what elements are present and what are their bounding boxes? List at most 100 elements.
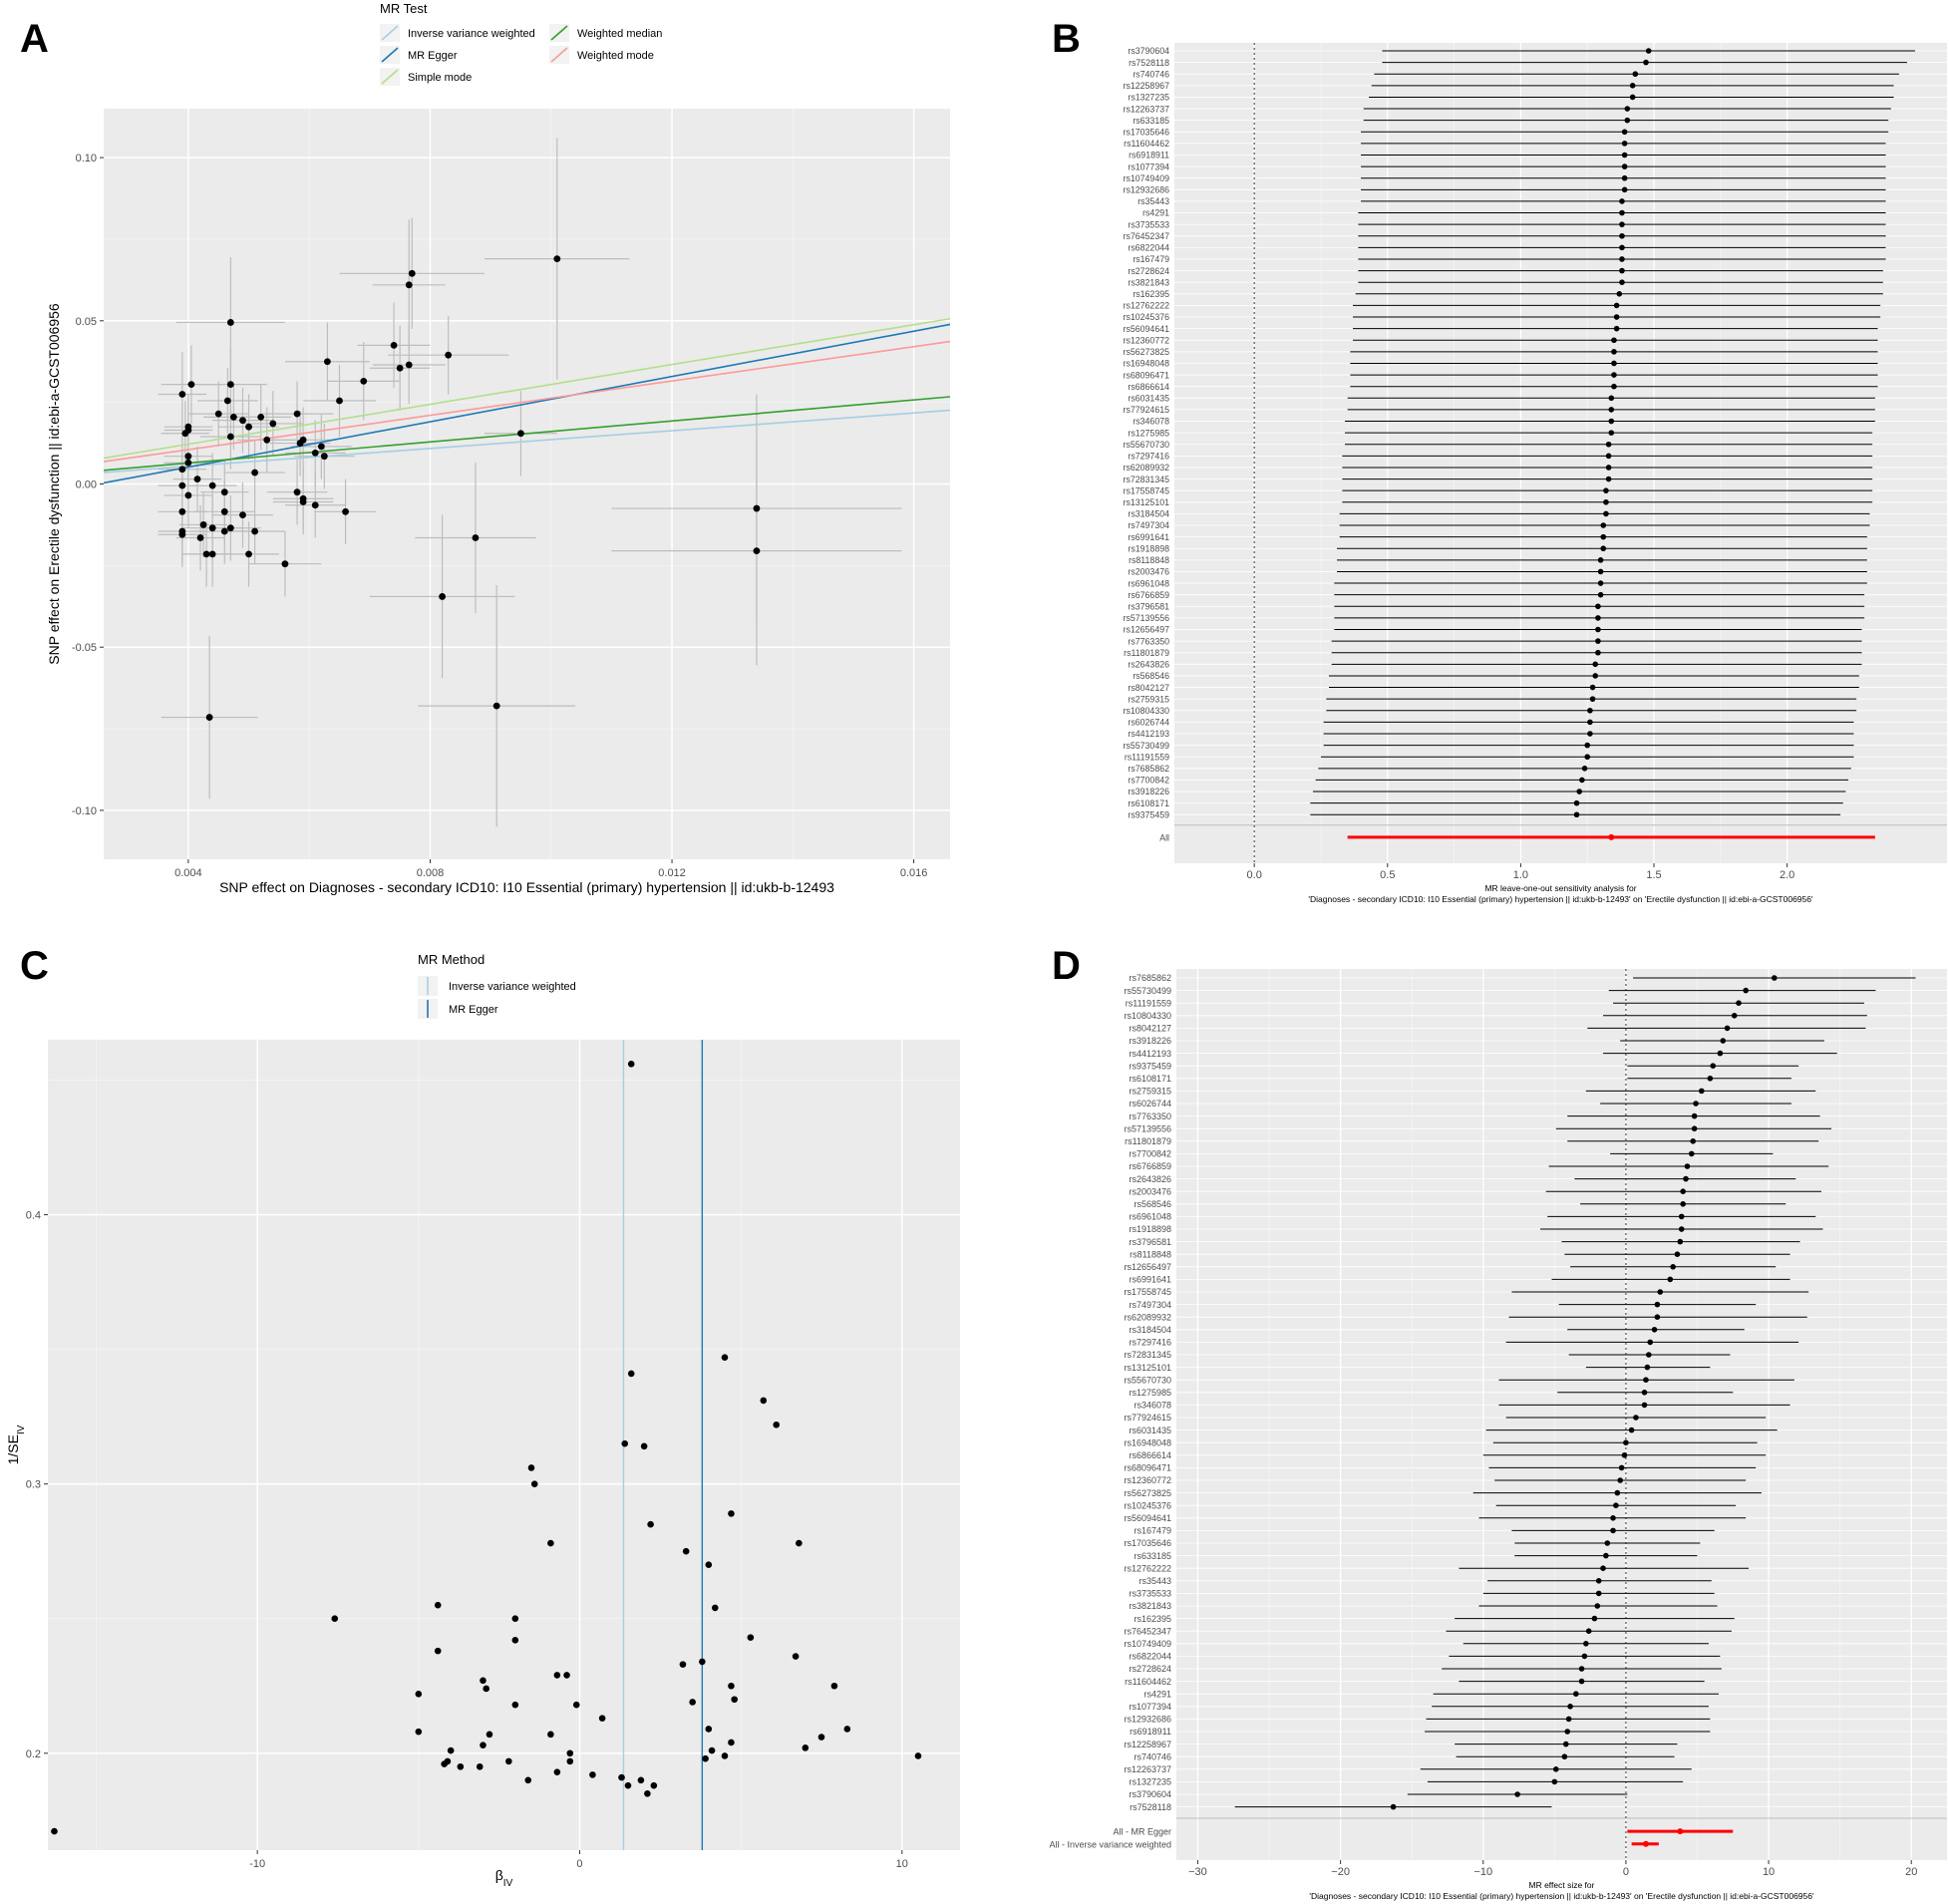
effect-point xyxy=(1565,1716,1572,1723)
effect-point xyxy=(1621,186,1628,193)
snp-label: rs12258967 xyxy=(1124,81,1170,91)
effect-point xyxy=(1621,174,1628,181)
effect-point xyxy=(1613,314,1620,320)
data-point xyxy=(229,413,237,421)
effect-point xyxy=(1690,1138,1696,1144)
data-point xyxy=(483,1685,490,1693)
effect-point xyxy=(1621,129,1628,136)
effect-point xyxy=(1688,1150,1695,1157)
effect-point xyxy=(1707,1076,1714,1082)
effect-point xyxy=(1683,1175,1689,1182)
snp-label: rs6918911 xyxy=(1130,1727,1171,1737)
snp-label: rs2003476 xyxy=(1128,567,1169,577)
snp-label: rs11801879 xyxy=(1124,648,1169,658)
effect-point xyxy=(1583,1641,1589,1647)
effect-point xyxy=(1551,1778,1558,1785)
effect-point xyxy=(1619,256,1625,262)
effect-point xyxy=(1567,1704,1573,1710)
legend-key-line xyxy=(550,25,568,41)
legend-title: MR Method xyxy=(418,952,485,967)
data-point xyxy=(396,364,404,372)
legend-key-line xyxy=(381,69,399,85)
effect-point xyxy=(1616,291,1623,297)
snp-label: rs3184504 xyxy=(1128,509,1169,519)
data-point xyxy=(434,1647,442,1655)
legend-label: Inverse variance weighted xyxy=(449,981,576,993)
data-point xyxy=(792,1653,800,1660)
data-point xyxy=(220,527,228,535)
snp-label: rs1077394 xyxy=(1128,161,1169,171)
data-point xyxy=(621,1439,629,1447)
snp-label: rs6866614 xyxy=(1129,1450,1171,1460)
snp-label: rs6766859 xyxy=(1128,590,1169,600)
snp-label: rs6766859 xyxy=(1129,1161,1171,1171)
effect-point xyxy=(1710,1063,1717,1069)
data-point xyxy=(843,1726,851,1733)
effect-point xyxy=(1623,1439,1629,1445)
snp-label: rs6991641 xyxy=(1129,1275,1171,1285)
x-tick-label: 10 xyxy=(896,1858,908,1870)
data-point xyxy=(598,1715,606,1722)
summary-label: All - Inverse variance weighted xyxy=(1049,1839,1171,1849)
data-point xyxy=(566,1749,574,1757)
data-point xyxy=(193,476,201,482)
plot-area xyxy=(104,138,950,827)
x-axis-title: βIV xyxy=(495,1867,513,1889)
snp-label: rs55670730 xyxy=(1124,1375,1171,1385)
data-point xyxy=(705,1726,713,1733)
data-point xyxy=(184,491,192,499)
data-point xyxy=(640,1442,648,1450)
effect-point xyxy=(1670,1264,1676,1270)
snp-label: rs9375459 xyxy=(1129,1061,1171,1071)
snp-label: rs6918911 xyxy=(1129,151,1169,160)
snp-label: rs11191559 xyxy=(1125,752,1169,762)
data-point xyxy=(444,1757,452,1765)
effect-point xyxy=(1643,59,1649,66)
effect-point xyxy=(1611,349,1617,355)
snp-label: rs16948048 xyxy=(1124,1437,1171,1447)
data-point xyxy=(405,281,413,289)
snp-label: rs3184504 xyxy=(1129,1325,1171,1335)
data-point xyxy=(245,550,252,558)
panel-d-forest-plot: −30 −20 −10 0 10 20 rs7685862 rs55730499 rs11191… xyxy=(1049,969,1947,1901)
effect-point xyxy=(1595,649,1601,656)
effect-point xyxy=(1613,325,1620,332)
data-point xyxy=(708,1746,716,1754)
snp-label: rs56273825 xyxy=(1124,347,1170,357)
snp-label: rs4291 xyxy=(1142,208,1169,218)
effect-point xyxy=(1628,1427,1635,1433)
effect-point xyxy=(1587,719,1593,726)
snp-label: rs7297416 xyxy=(1129,1338,1171,1348)
data-point xyxy=(223,397,231,405)
data-point xyxy=(486,1731,493,1739)
snp-label: rs55670730 xyxy=(1124,440,1170,450)
y-tick-label: 0.3 xyxy=(26,1479,41,1491)
legend-label: MR Egger xyxy=(449,1004,498,1016)
x-axis-title-line2: 'Diagnoses - secondary ICD10: I10 Essent… xyxy=(1309,1891,1814,1901)
snp-label: rs8042127 xyxy=(1128,683,1169,693)
effect-point xyxy=(1578,1678,1585,1685)
effect-point xyxy=(1674,1251,1681,1257)
effect-point xyxy=(1597,580,1604,586)
data-point xyxy=(434,1601,442,1609)
effect-point xyxy=(1736,1000,1742,1006)
data-point xyxy=(796,1539,803,1547)
effect-point xyxy=(1698,1088,1705,1095)
data-point xyxy=(336,397,343,405)
data-point xyxy=(705,1561,713,1568)
effect-point xyxy=(1684,1163,1691,1169)
x-tick-label: -10 xyxy=(249,1858,265,1870)
data-point xyxy=(728,1682,735,1690)
snp-label: rs10749409 xyxy=(1124,1639,1171,1649)
panel-c-funnel-plot: -10 0 10 0.2 0.3 0.4 βIV 1/SEIV MR Method Inverse… xyxy=(5,952,960,1889)
panel-letter-c: C xyxy=(20,944,49,988)
plot-background xyxy=(48,1040,960,1850)
effect-point xyxy=(1624,117,1631,124)
data-point xyxy=(226,381,234,389)
data-point xyxy=(753,504,761,512)
snp-label: rs12360772 xyxy=(1124,335,1170,345)
plot-background xyxy=(1174,43,1947,863)
data-point xyxy=(547,1731,554,1739)
snp-label: rs7528118 xyxy=(1130,1802,1171,1812)
x-tick-label: 0.0 xyxy=(1247,869,1262,881)
